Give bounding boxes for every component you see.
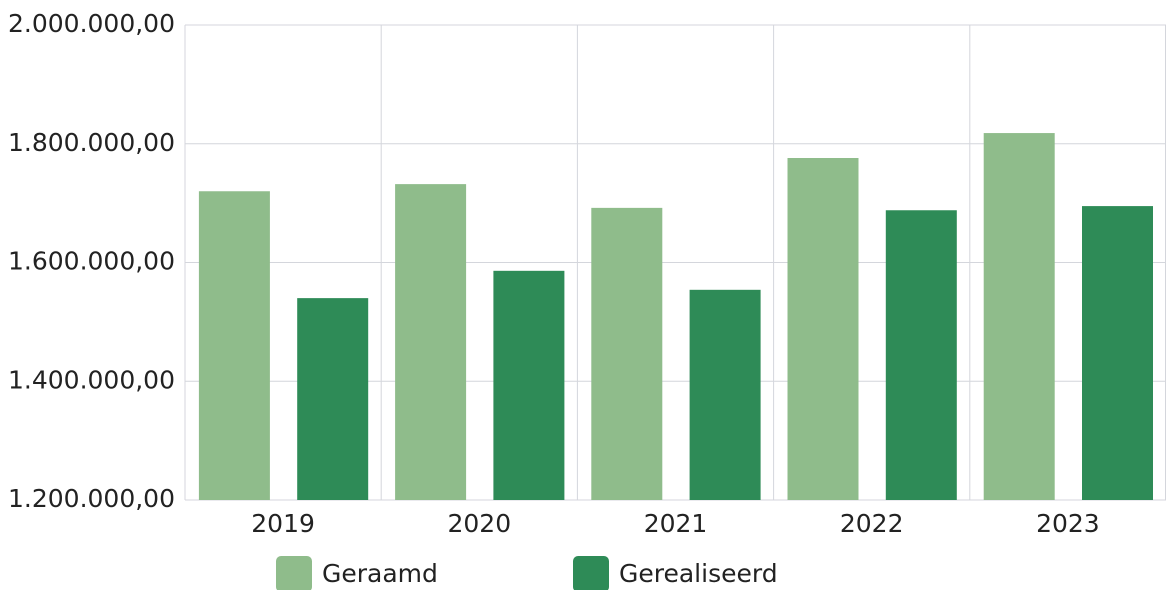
legend-swatch xyxy=(276,556,312,590)
bar xyxy=(591,207,663,500)
bar xyxy=(689,289,761,500)
bar xyxy=(787,158,859,500)
y-tick-label: 1.600.000,00 xyxy=(8,247,175,276)
bar xyxy=(885,210,957,500)
bar xyxy=(198,191,270,500)
bar xyxy=(395,184,467,500)
x-tick-label: 2021 xyxy=(644,509,708,538)
x-tick-label: 2023 xyxy=(1036,509,1100,538)
y-tick-label: 1.200.000,00 xyxy=(8,484,175,513)
legend-label: Gerealiseerd xyxy=(619,559,778,588)
y-tick-label: 1.800.000,00 xyxy=(8,128,175,157)
x-tick-label: 2022 xyxy=(840,509,904,538)
legend-swatch xyxy=(573,556,609,590)
bar xyxy=(297,298,369,500)
x-tick-label: 2019 xyxy=(251,509,315,538)
bar xyxy=(493,270,565,500)
y-tick-label: 2.000.000,00 xyxy=(8,9,175,38)
bar xyxy=(1081,206,1153,500)
bar xyxy=(983,133,1055,500)
legend-label: Geraamd xyxy=(322,559,438,588)
y-tick-label: 1.400.000,00 xyxy=(8,365,175,394)
x-tick-label: 2020 xyxy=(447,509,511,538)
